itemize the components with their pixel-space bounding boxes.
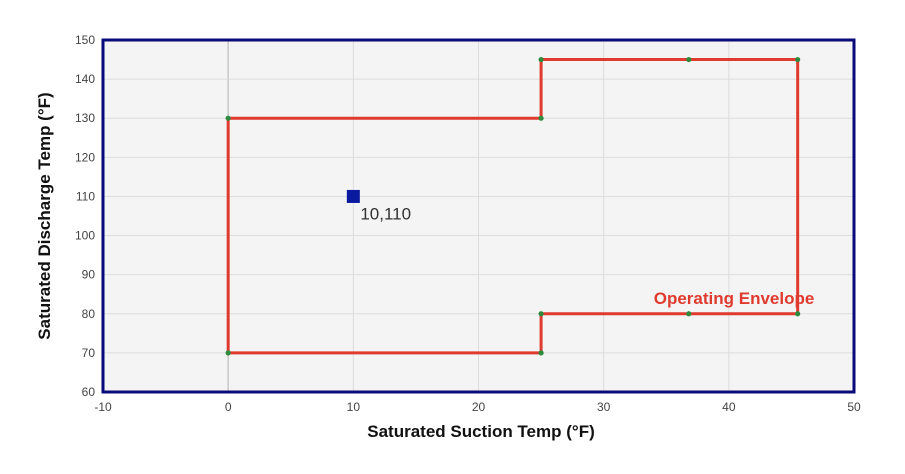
y-axis-ticks: 60 70 80 90 100 110 120 130 140 150 <box>75 33 95 399</box>
x-axis-ticks: -10 0 10 20 30 40 50 <box>94 400 861 414</box>
y-tick-label: 140 <box>75 72 95 86</box>
y-tick-label: 80 <box>82 307 96 321</box>
y-tick-label: 150 <box>75 33 95 47</box>
envelope-vertex-marker <box>686 311 692 317</box>
x-tick-label: 20 <box>472 400 486 414</box>
y-tick-label: 100 <box>75 229 95 243</box>
x-tick-label: 10 <box>347 400 361 414</box>
envelope-vertex-marker <box>538 350 544 356</box>
envelope-vertex-marker <box>538 115 544 121</box>
x-axis-title: Saturated Suction Temp (°F) <box>367 422 595 441</box>
y-tick-label: 130 <box>75 111 95 125</box>
envelope-vertex-marker <box>686 56 692 63</box>
operating-point-layer: 10,110 <box>346 189 411 223</box>
plot-border <box>101 38 856 394</box>
envelope-vertex-marker <box>538 56 544 63</box>
envelope-label: Operating Envelope <box>654 289 815 308</box>
envelope-vertex-marker <box>225 350 231 356</box>
envelope-layer: Operating Envelope <box>225 56 815 356</box>
envelope-vertex-marker <box>538 311 544 317</box>
x-tick-label: -10 <box>94 400 112 414</box>
y-tick-label: 70 <box>82 346 96 360</box>
envelope-vertex-marker <box>795 311 801 317</box>
operating-point-marker <box>346 189 360 203</box>
y-tick-label: 120 <box>75 150 95 164</box>
y-tick-label: 60 <box>82 385 96 399</box>
x-tick-label: 40 <box>722 400 736 414</box>
y-axis-title: Saturated Discharge Temp (°F) <box>35 92 54 339</box>
envelope-vertex-marker <box>795 56 801 63</box>
envelope-vertex-marker <box>225 115 231 121</box>
y-tick-label: 110 <box>76 189 95 203</box>
x-tick-label: 30 <box>597 400 611 414</box>
y-tick-label: 90 <box>82 268 96 282</box>
x-tick-label: 50 <box>847 400 861 414</box>
x-tick-label: 0 <box>225 400 232 414</box>
operating-point-label: 10,110 <box>360 204 411 223</box>
